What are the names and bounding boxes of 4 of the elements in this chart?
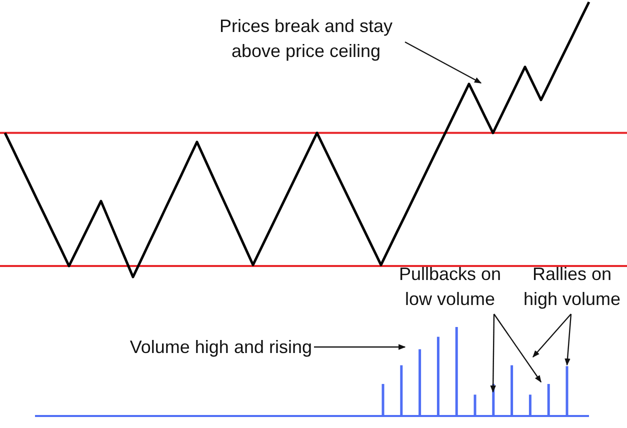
text: Volume high and rising [130,337,312,357]
annotation: Pullbacks on low volume [398,264,502,309]
annotation: Prices break and stay above price ceiling [219,16,393,61]
annotation: Rallies on high volume [523,264,621,309]
